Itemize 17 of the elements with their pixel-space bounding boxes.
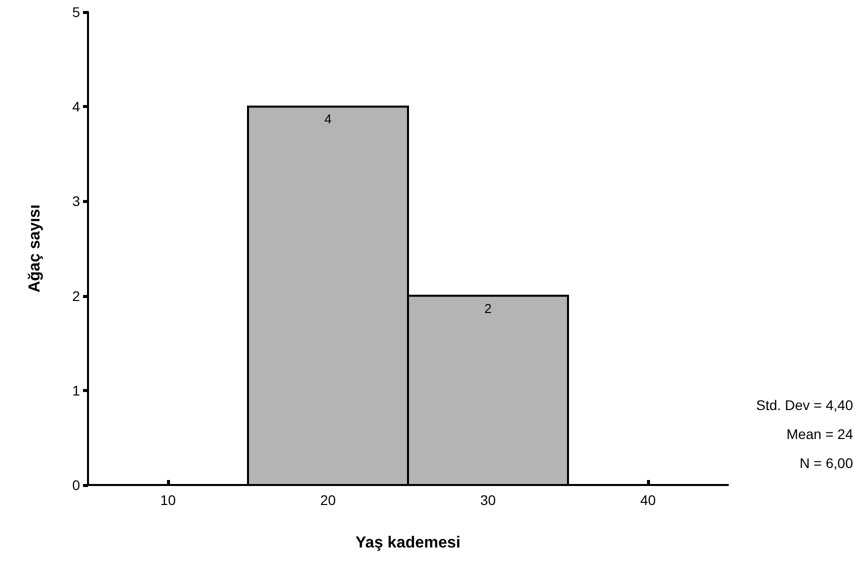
x-tick-label: 10 (160, 492, 176, 508)
y-tick-label: 3 (72, 193, 80, 210)
x-axis-title: Yaş kademesi (356, 534, 460, 552)
data-label: 2 (484, 300, 492, 316)
x-tick-label: 30 (480, 492, 496, 508)
x-tick-label: 40 (640, 492, 656, 508)
y-tick-label: 2 (72, 288, 80, 304)
y-tick-label: 1 (72, 382, 80, 398)
data-label: 4 (324, 112, 332, 127)
text: N = 6,00 (800, 455, 853, 471)
y-tick-label: 0 (72, 477, 80, 493)
y-tick-label: 5 (72, 4, 80, 20)
text: Std. Dev = 4,40 (756, 397, 853, 413)
y-tick-label: 4 (72, 98, 80, 115)
y-axis-title: Ağaç sayısı (26, 204, 44, 293)
x-tick-label: 20 (320, 492, 336, 508)
text: Mean = 24 (786, 426, 853, 442)
